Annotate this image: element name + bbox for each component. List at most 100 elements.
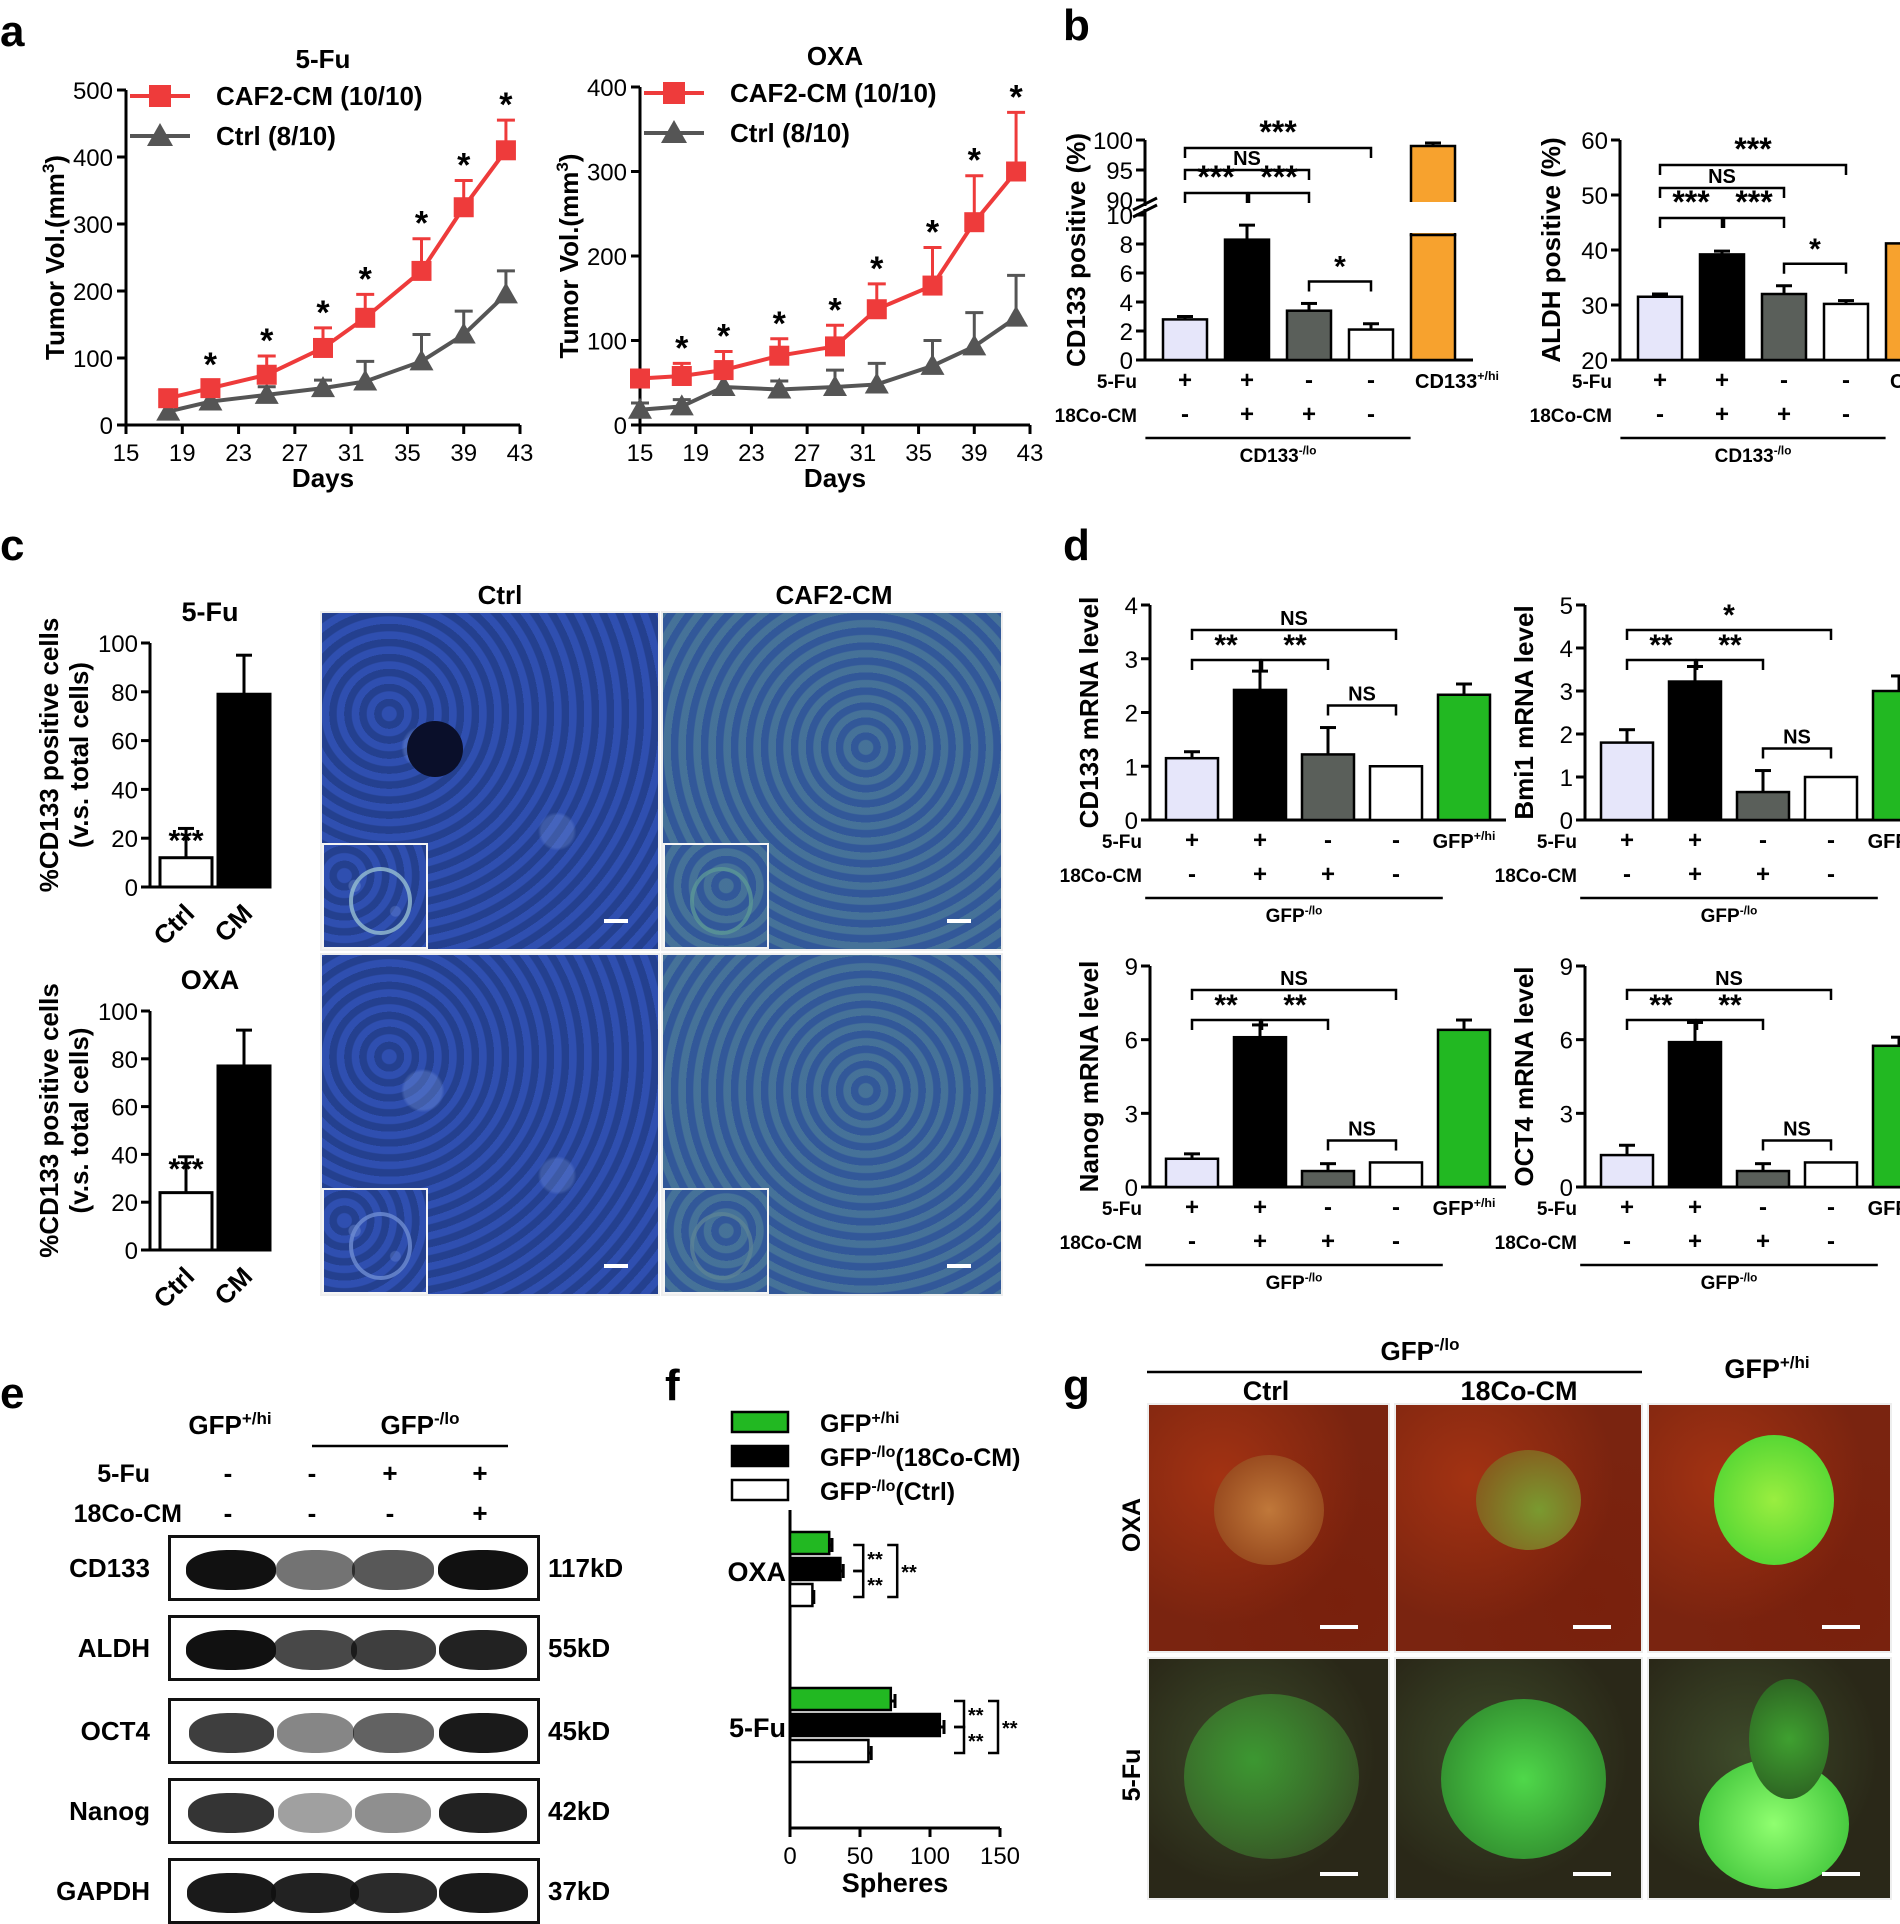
x-tick-label: 150 [980,1843,1020,1870]
y-tick-label: 5 [1560,593,1573,620]
data-point [1004,305,1029,327]
condition-sign: + [1240,367,1254,394]
bar [1871,1044,1900,1189]
significance-bracket [988,1699,1000,1755]
legend-swatch [730,1444,790,1468]
bar [1667,680,1723,822]
condition-sign: - [1759,1194,1767,1221]
data-point [866,299,887,320]
bar [788,1738,870,1764]
row-label-18co: 18Co-CM [1060,866,1142,887]
group-label-lo: CD133-/lo [1715,444,1792,467]
condition-sign: + [1185,1194,1199,1221]
panel-label-c: c [0,521,24,570]
y-tick-label: 80 [111,1047,138,1074]
y-tick-label: 0 [125,875,138,902]
significance-label: ** [1214,629,1238,662]
significance-label: * [1809,233,1821,266]
y-tick-label: 100 [98,631,138,658]
condition-sign: - [1392,1228,1400,1255]
category-label: 5-Fu [729,1713,786,1743]
y-axis-label: %CD133 positive cells [34,983,64,1258]
significance-label: *** [1734,131,1772,167]
condition-sign: + [1620,1194,1634,1221]
legend-marker [663,82,685,104]
data-point [825,336,845,357]
data-point [669,394,694,416]
data-point [453,197,474,218]
y-tick-label: 500 [73,78,113,105]
y-tick-label: 2 [1560,722,1573,749]
bar [1735,1169,1791,1189]
row-label-18co: 18Co-CM [1495,1233,1577,1254]
significance-bracket [853,1569,865,1599]
significance-star: * [316,294,330,332]
y-tick-label: 80 [111,680,138,707]
y-tick-label: 40 [111,777,138,804]
bar [1232,688,1288,822]
x-tick-label: 27 [794,440,821,467]
y-axis-label: Nanog mRNA level [1074,961,1104,1193]
legend-swatch [730,1478,790,1502]
blot-band [439,1793,527,1833]
significance-bracket [1625,628,1833,640]
micrograph-inset [663,1188,769,1294]
y-tick-label: 50 [1581,183,1608,210]
y-tick-label: 400 [73,145,113,172]
series-line [167,149,508,401]
data-point [493,282,518,304]
bar [1232,1035,1288,1189]
chart-a1: 0 100 200 300 400 500 15 19 23 27 31 35 39 43 Days Tumo… [39,44,533,493]
condition-sign: - [1827,861,1835,888]
x-tick-label: 39 [961,440,988,467]
y-tick-label: 200 [73,279,113,306]
y-tick-label: 2 [1125,701,1138,728]
row-label-5fu: 5-Fu [1097,372,1137,393]
condition-sign: + [1688,827,1702,854]
sphere [1184,1694,1359,1859]
sphere-oxa-cm [1394,1403,1643,1653]
significance-bracket [1658,186,1786,198]
significance-label: ** [1718,629,1742,662]
y-axis-label: Tumor Vol.(mm3) [553,154,584,359]
condition-sign: - [1827,827,1835,854]
blot-strip-cd133 [168,1535,540,1601]
significance-label: *** [1735,184,1773,220]
data-point [823,374,847,396]
y-tick-label: 20 [1581,348,1608,375]
condition-sign: - [1392,827,1400,854]
row-label-5fu: 5-Fu [1102,1199,1142,1220]
bar [158,1191,214,1252]
y-tick-label: 3 [1560,1101,1573,1128]
sphere-row-5fu: 5-Fu [1118,1749,1146,1802]
significance-bracket [1722,216,1786,228]
condition-sign: + [1756,861,1770,888]
bar [1300,1169,1356,1189]
blot-strip-nanog [168,1778,540,1844]
group-label-hi: CD133+/hi [1890,369,1900,393]
artifact [407,721,463,777]
blot-row2-label: 18Co-CM [74,1500,182,1528]
blot-band [276,1713,354,1753]
y-tick-label: 95 [1106,158,1133,185]
scale-bar [1320,1625,1358,1629]
data-point [962,334,987,356]
blot-band [355,1793,431,1833]
significance-bracket [1761,1139,1833,1151]
category-label: Ctrl [147,1261,200,1314]
data-point [158,388,179,409]
micrograph-inset [663,843,769,949]
condition-sign: - [1305,367,1313,394]
category-label: Ctrl [147,898,200,951]
condition-sign: - [1392,861,1400,888]
micrograph-inset [322,1188,428,1294]
chart-title: 5-Fu [296,44,351,74]
condition-sign: - [1392,1194,1400,1221]
y-tick-label: 2 [1120,319,1133,346]
bar [1599,741,1655,822]
data-point [311,376,335,398]
significance-bracket [1190,658,1262,670]
significance-label: ** [968,1705,984,1727]
significance-label: NS [1233,148,1261,170]
